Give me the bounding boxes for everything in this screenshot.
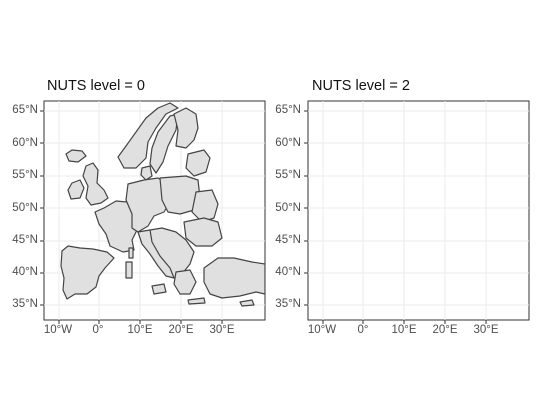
region-romania xyxy=(183,217,223,247)
x-tick-label: 0° xyxy=(92,324,104,336)
x-tick-label: 30°E xyxy=(209,324,235,336)
region-baltics xyxy=(185,149,211,177)
region-britain xyxy=(82,162,109,206)
x-tick-label: 20°E xyxy=(432,324,458,336)
region-sardinia xyxy=(125,261,133,279)
y-tick-label: 40°N xyxy=(275,266,301,278)
y-tick-label: 65°N xyxy=(12,104,38,116)
y-tick-label: 50°N xyxy=(275,202,301,214)
panel-title: NUTS level = 0 xyxy=(47,78,145,94)
y-tick-label: 60°N xyxy=(275,137,301,149)
x-tick-label: 10°E xyxy=(391,324,417,336)
y-tick-label: 55°N xyxy=(275,169,301,181)
region-cyprus xyxy=(239,299,255,307)
region-denmark xyxy=(140,165,153,181)
region-greece xyxy=(173,269,197,295)
region-italy xyxy=(137,229,175,279)
y-tick-label: 50°N xyxy=(12,202,38,214)
y-tick-label: 55°N xyxy=(12,169,38,181)
y-tick-label: 35°N xyxy=(12,298,38,310)
x-tick-label: 10°W xyxy=(43,324,73,336)
y-tick-label: 35°N xyxy=(275,298,301,310)
y-tick-label: 65°N xyxy=(275,104,301,116)
region-central xyxy=(125,177,171,233)
region-corsica xyxy=(128,247,134,259)
region-norway xyxy=(117,102,179,169)
y-tick-label: 60°N xyxy=(12,137,38,149)
y-tick-label: 45°N xyxy=(275,234,301,246)
region-finland xyxy=(173,107,199,149)
land-group xyxy=(60,102,265,307)
x-tick-label: 30°E xyxy=(473,324,499,336)
region-iberia xyxy=(60,245,115,300)
plot-panel xyxy=(307,100,530,321)
region-iceland xyxy=(65,149,87,163)
panel-title: NUTS level = 2 xyxy=(312,78,410,94)
x-tick-label: 10°W xyxy=(307,324,337,336)
y-tick-label: 40°N xyxy=(12,266,38,278)
region-sicily xyxy=(151,283,167,295)
region-france xyxy=(94,200,139,253)
region-ireland xyxy=(67,179,85,200)
x-tick-label: 0° xyxy=(357,324,369,336)
region-turkey xyxy=(203,257,265,299)
region-crete xyxy=(187,297,206,305)
x-tick-label: 20°E xyxy=(168,324,194,336)
x-tick-label: 10°E xyxy=(127,324,153,336)
y-tick-label: 45°N xyxy=(12,234,38,246)
region-ukraine xyxy=(191,189,219,223)
